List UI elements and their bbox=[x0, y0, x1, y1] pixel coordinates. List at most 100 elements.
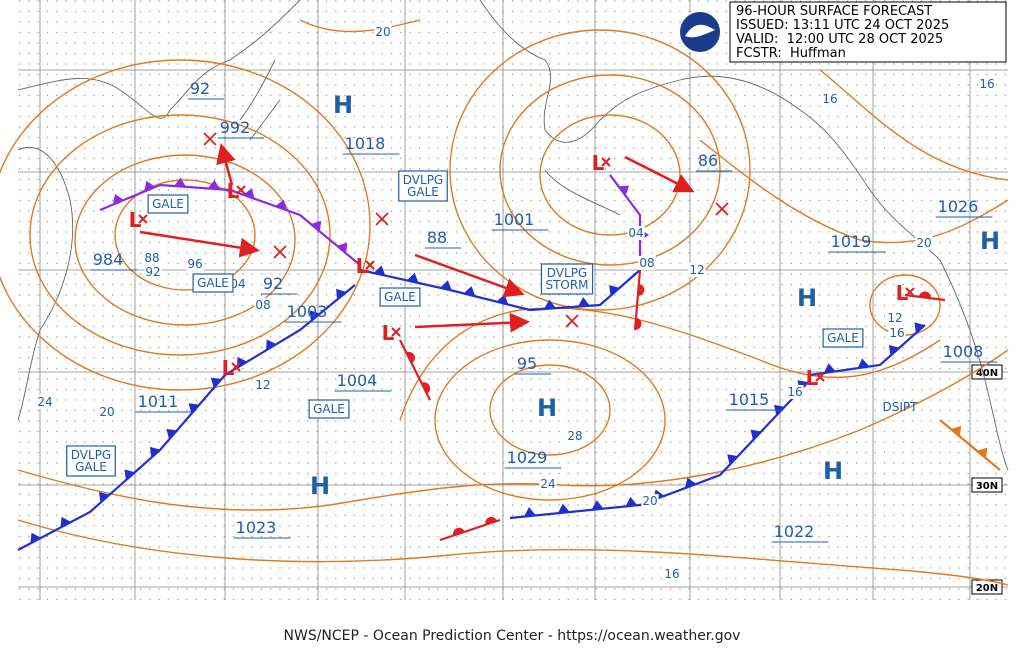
dot-grid bbox=[18, 0, 1008, 600]
isobar-label: 20 bbox=[99, 405, 114, 419]
warning-tag: GALE bbox=[308, 399, 350, 419]
dissipating-label: DSIPT bbox=[883, 400, 919, 414]
warm-symbol bbox=[635, 317, 642, 330]
isobar bbox=[114, 179, 256, 291]
isobar-label-bg bbox=[254, 378, 272, 392]
low-center: L bbox=[896, 281, 909, 305]
coast-alaska-na bbox=[479, 0, 1009, 471]
header-line: FCSTR: Huffman bbox=[736, 46, 846, 61]
isobar-label: 16 bbox=[664, 567, 679, 581]
occluded-front bbox=[99, 183, 361, 266]
isobar bbox=[434, 339, 666, 501]
isobar-label-bg bbox=[539, 477, 557, 491]
forecast-position bbox=[203, 132, 217, 146]
warning-tag-box bbox=[192, 273, 234, 293]
forecast-position bbox=[715, 202, 729, 216]
isobar-label: 20 bbox=[375, 25, 390, 39]
isobar-label-bg bbox=[886, 311, 904, 325]
pressure-label: 984 bbox=[93, 250, 124, 269]
warning-tag-text: GALE bbox=[152, 197, 184, 211]
pressure-label: 1001 bbox=[494, 210, 535, 229]
isobar bbox=[499, 74, 721, 266]
isobar bbox=[399, 307, 941, 421]
cold-symbol bbox=[336, 288, 347, 300]
pressure-label: 992 bbox=[220, 118, 251, 137]
high-center: H bbox=[797, 284, 817, 312]
warning-tag: GALE bbox=[379, 287, 421, 307]
low-center: L bbox=[227, 179, 240, 203]
high-center: H bbox=[823, 457, 843, 485]
isobar-label: 16 bbox=[979, 77, 994, 91]
cold-symbol bbox=[266, 339, 277, 351]
footer: NWS/NCEP - Ocean Prediction Center - htt… bbox=[284, 628, 741, 644]
cold-symbol bbox=[625, 496, 638, 507]
isobar-label: 96 bbox=[187, 257, 202, 271]
isobar-label-bg bbox=[786, 385, 804, 399]
cold-front bbox=[509, 379, 811, 520]
low-x bbox=[391, 327, 401, 337]
isobar bbox=[449, 29, 751, 311]
low-center: L bbox=[129, 208, 142, 232]
cold-symbol bbox=[684, 477, 697, 489]
warm-front bbox=[439, 518, 501, 542]
low-center: L bbox=[222, 356, 235, 380]
warm-symbol bbox=[406, 351, 415, 364]
coastlines bbox=[17, 0, 1009, 471]
pressure-label: 1011 bbox=[138, 392, 179, 411]
isobar bbox=[17, 519, 1009, 586]
warning-tag-box bbox=[66, 445, 116, 477]
arrow bbox=[414, 312, 530, 333]
axis-band bbox=[18, 600, 1008, 622]
pressure-label: 1003 bbox=[287, 302, 328, 321]
warning-tag: DVLPG GALE bbox=[66, 445, 116, 477]
high-center: H bbox=[333, 91, 353, 119]
cold-symbol bbox=[166, 428, 178, 440]
cold-symbol bbox=[591, 500, 604, 510]
low-center: L bbox=[806, 366, 819, 390]
coast-aleutians bbox=[544, 169, 621, 216]
pressure-label: 1022 bbox=[774, 522, 815, 541]
isobar-label: 20 bbox=[642, 494, 657, 508]
fronts bbox=[17, 174, 1001, 551]
isobar-label: 24 bbox=[540, 477, 555, 491]
header-line: 96-HOUR SURFACE FORECAST bbox=[736, 4, 932, 19]
isobar-label-bg bbox=[641, 494, 659, 508]
isobar-label: 12 bbox=[255, 378, 270, 392]
isobar bbox=[0, 59, 371, 391]
isobar-label-bg bbox=[144, 265, 162, 279]
warning-tag: GALE bbox=[147, 194, 189, 214]
warning-tag-text: DVLPG STORM bbox=[545, 266, 588, 292]
warning-tag-text: GALE bbox=[827, 331, 859, 345]
low-center: L bbox=[356, 254, 369, 278]
cold-symbol bbox=[149, 446, 161, 458]
isobar bbox=[489, 364, 611, 456]
pressure-label: 88 bbox=[427, 228, 447, 247]
arrow bbox=[216, 143, 236, 186]
motion-arrows bbox=[139, 143, 695, 333]
isobar-label: 12 bbox=[887, 311, 902, 325]
low-x bbox=[815, 372, 825, 382]
low-x bbox=[138, 214, 148, 224]
isobar bbox=[699, 139, 1009, 244]
warm-symbol bbox=[452, 527, 465, 536]
dsipt-front bbox=[939, 419, 1001, 471]
warning-tag: GALE bbox=[822, 328, 864, 348]
high-center: H bbox=[310, 472, 330, 500]
isobar-label: 04 bbox=[230, 277, 245, 291]
noaa-logo-bird bbox=[685, 24, 715, 38]
pressure-label: 92 bbox=[263, 274, 283, 293]
isobar-label-bg bbox=[186, 257, 204, 271]
pressure-label: 86 bbox=[698, 151, 718, 170]
isobar-label-bg bbox=[638, 256, 656, 270]
isobar-label-bg bbox=[821, 92, 839, 106]
cold-symbol bbox=[188, 403, 200, 414]
warning-tag-text: GALE bbox=[313, 402, 345, 416]
cold-symbol bbox=[888, 344, 900, 356]
cold-symbol bbox=[463, 286, 476, 297]
warning-tag: DVLPG GALE bbox=[398, 170, 448, 202]
pressure-label: 1015 bbox=[729, 390, 770, 409]
occluded-symbol bbox=[618, 185, 630, 196]
isobar-label: 24 bbox=[37, 395, 52, 409]
